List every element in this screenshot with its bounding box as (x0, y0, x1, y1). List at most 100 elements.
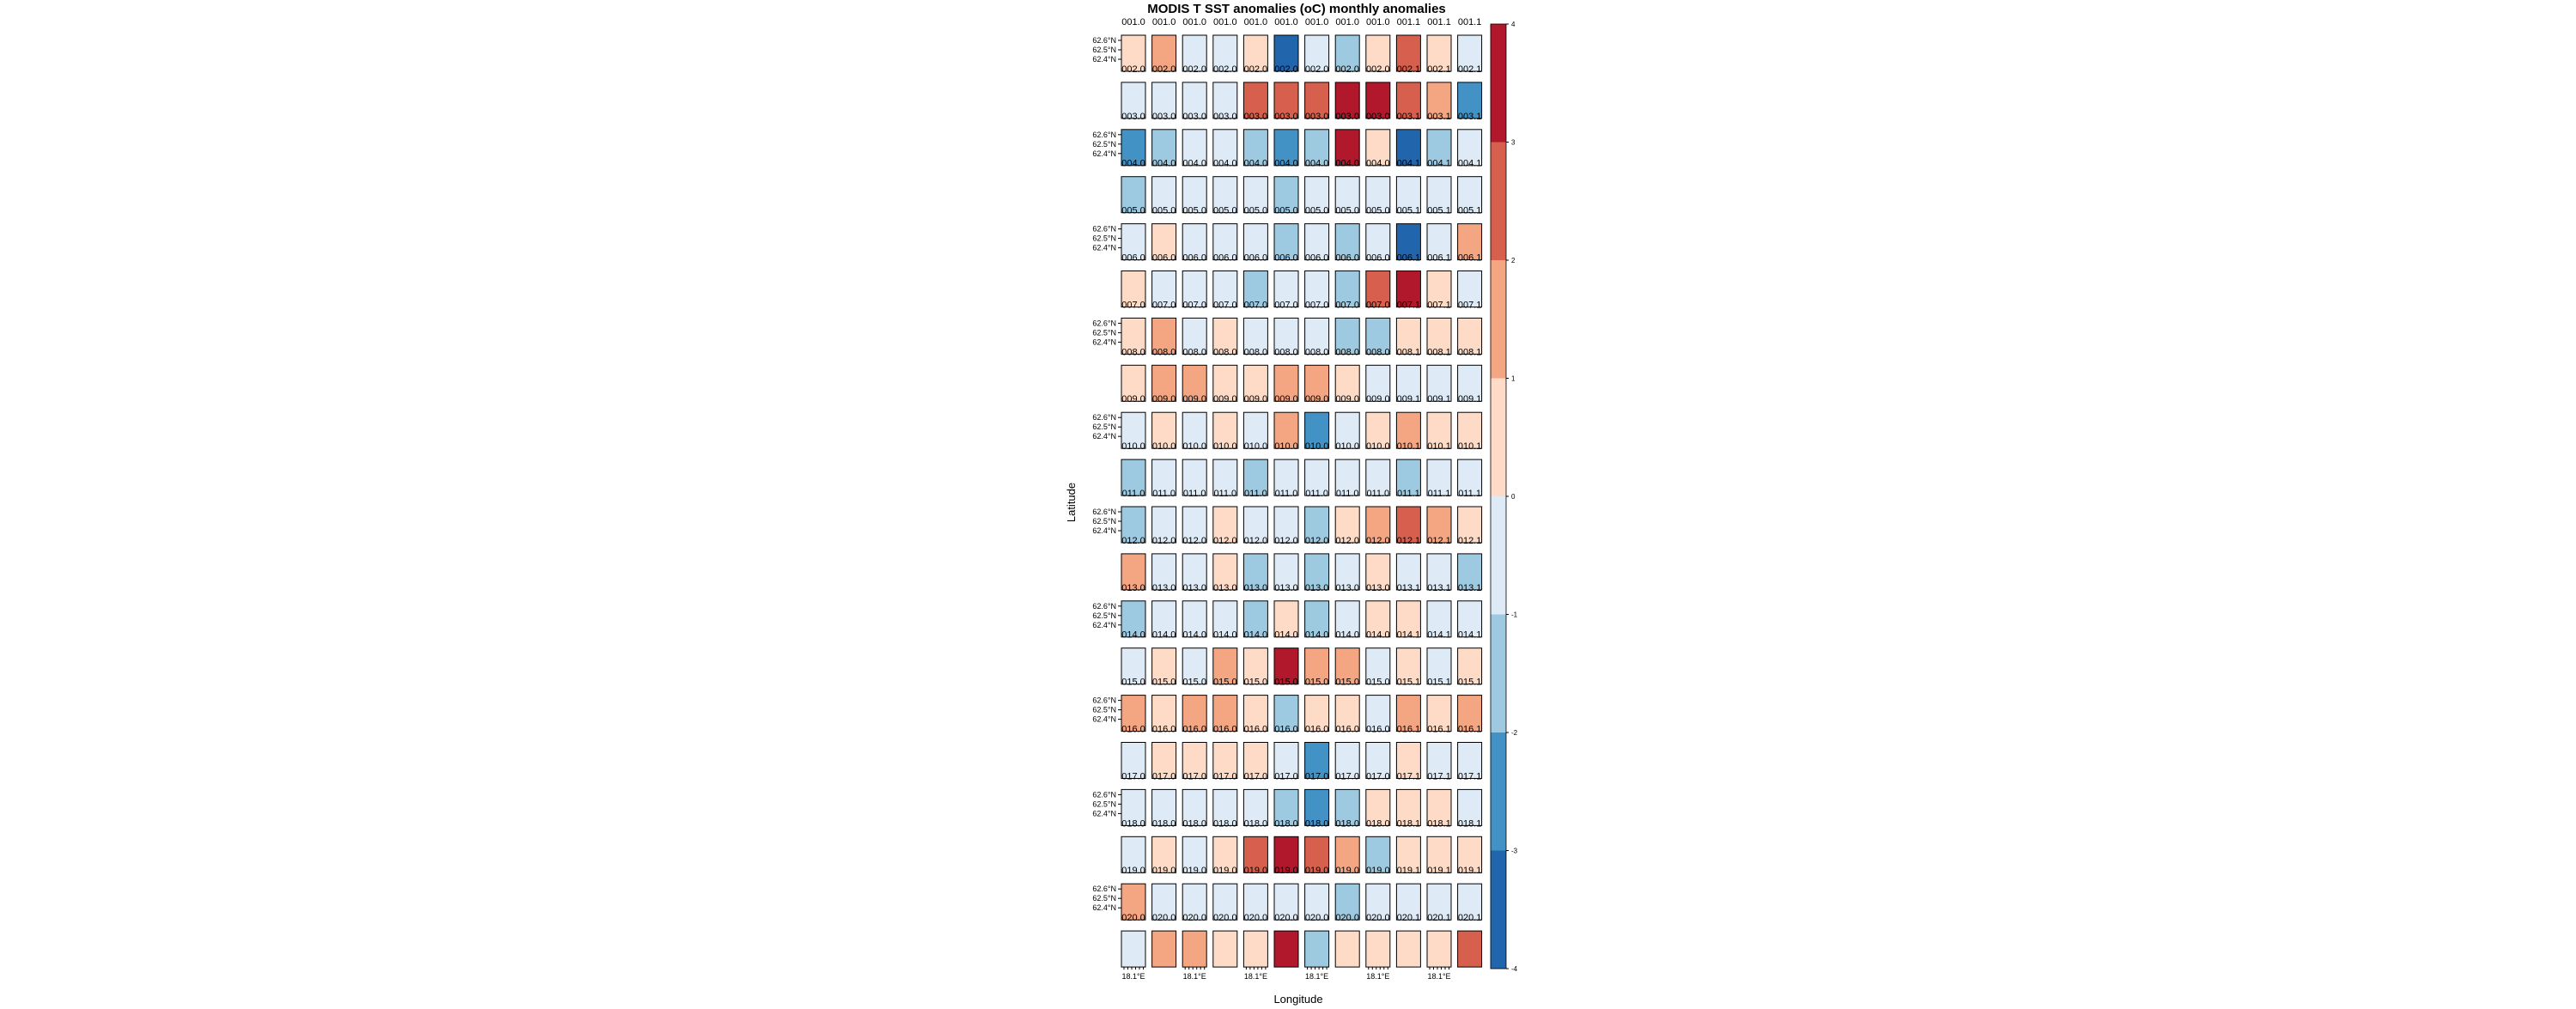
anomaly-panel-cell (1457, 600, 1483, 638)
panel-strip-label: 014.0 (1335, 630, 1359, 641)
anomaly-panel-cell (1212, 459, 1238, 496)
panel-strip-label: 012.0 (1213, 536, 1237, 546)
panel-strip-label: 015.0 (1121, 678, 1145, 688)
panel-strip-label: 005.0 (1274, 206, 1298, 216)
panel-strip-label: 018.0 (1182, 818, 1206, 829)
anomaly-panel-cell (1334, 364, 1360, 402)
anomaly-panel-cell (1182, 695, 1207, 732)
anomaly-panel-cell (1212, 176, 1238, 214)
anomaly-panel-cell (1426, 223, 1452, 261)
anomaly-panel-cell (1304, 695, 1330, 732)
panel-strip-label: 012.0 (1366, 536, 1390, 546)
colorbar-bin (1491, 142, 1506, 260)
anomaly-panel-cell (1304, 836, 1330, 873)
panel-strip-label: 008.0 (1121, 347, 1145, 357)
colorbar-bin (1491, 496, 1506, 615)
latitude-tick-label: 62.4°N (1092, 55, 1116, 64)
panel-strip-label: 014.0 (1274, 630, 1298, 641)
panel-strip-label: 014.0 (1152, 630, 1176, 641)
anomaly-panel-cell (1334, 742, 1360, 779)
panel-strip-label: 004.1 (1397, 159, 1421, 169)
anomaly-panel-cell (1212, 742, 1238, 779)
panel-strip-label: 007.1 (1397, 300, 1421, 310)
panel-strip-label: 002.1 (1397, 64, 1421, 75)
anomaly-panel-cell (1242, 223, 1268, 261)
latitude-tick-label: 62.6°N (1092, 36, 1116, 45)
panel-strip-label: 016.0 (1366, 725, 1390, 735)
panel-strip-label: 005.0 (1244, 206, 1268, 216)
anomaly-panel-cell (1395, 411, 1421, 449)
panel-strip-label: 017.1 (1397, 771, 1421, 781)
anomaly-panel-cell (1426, 34, 1452, 72)
anomaly-panel-cell (1151, 695, 1177, 732)
panel-strip-label: 020.0 (1305, 913, 1329, 923)
panel-strip-label: 005.1 (1397, 206, 1421, 216)
panel-strip-label: 008.1 (1458, 347, 1482, 357)
panel-strip-label: 003.0 (1335, 112, 1359, 122)
anomaly-panel-cell (1457, 176, 1483, 214)
anomaly-panel-cell (1395, 836, 1421, 873)
panel-strip-label: 005.1 (1427, 206, 1451, 216)
panel-strip-label: 014.1 (1427, 630, 1451, 641)
anomaly-panel-cell (1365, 129, 1391, 167)
anomaly-panel-cell (1426, 600, 1452, 638)
anomaly-panel-cell (1334, 553, 1360, 591)
panel-strip-label: 013.0 (1213, 583, 1237, 593)
panel-strip-label: 001.1 (1458, 17, 1482, 27)
panel-strip-label: 010.1 (1397, 441, 1421, 452)
anomaly-panel-cell (1121, 270, 1146, 307)
panel-strip-label: 001.0 (1244, 17, 1268, 27)
x-axis-label: Longitude (1273, 993, 1322, 1006)
anomaly-panel-cell (1365, 317, 1391, 355)
anomaly-panel-cell (1121, 223, 1146, 261)
panel-strip-label: 015.1 (1397, 678, 1421, 688)
panel-strip-label: 019.0 (1244, 866, 1268, 876)
anomaly-panel-cell (1273, 34, 1299, 72)
anomaly-panel-cell (1151, 506, 1177, 544)
colorbar-tick-label: 1 (1511, 375, 1516, 383)
panel-strip-label: 016.0 (1335, 725, 1359, 735)
panel-strip-label: 015.0 (1274, 678, 1298, 688)
latitude-tick-label: 62.6°N (1092, 131, 1116, 139)
panel-strip-label: 003.0 (1274, 112, 1298, 122)
anomaly-panel-cell (1395, 930, 1421, 968)
anomaly-panel-cell (1212, 317, 1238, 355)
panel-strip-label: 019.0 (1335, 866, 1359, 876)
anomaly-panel-cell (1304, 176, 1330, 214)
anomaly-panel-cell (1273, 788, 1299, 826)
panel-strip-label: 001.0 (1305, 17, 1329, 27)
colorbar-bin (1491, 614, 1506, 732)
panel-strip-label: 006.0 (1152, 253, 1176, 264)
panel-strip-label: 016.0 (1182, 725, 1206, 735)
panel-strip-label: 010.0 (1366, 441, 1390, 452)
longitude-tick-label: 18.1°E (1121, 972, 1145, 981)
anomaly-panel-cell (1304, 411, 1330, 449)
anomaly-panel-cell (1273, 742, 1299, 779)
panel-strip-label: 016.0 (1244, 725, 1268, 735)
latitude-tick-label: 62.6°N (1092, 319, 1116, 327)
panel-strip-label: 004.0 (1152, 159, 1176, 169)
panel-strip-label: 018.1 (1458, 818, 1482, 829)
panel-strip-label: 018.0 (1366, 818, 1390, 829)
panel-strip-label: 017.0 (1366, 771, 1390, 781)
anomaly-panel-cell (1304, 742, 1330, 779)
anomaly-panel-cell (1426, 506, 1452, 544)
panel-strip-label: 009.0 (1244, 394, 1268, 404)
panel-strip-label: 015.1 (1427, 678, 1451, 688)
panel-strip-label: 002.0 (1152, 64, 1176, 75)
panel-strip-label: 012.0 (1152, 536, 1176, 546)
panel-strip-label: 003.0 (1182, 112, 1206, 122)
anomaly-panel-cell (1151, 742, 1177, 779)
anomaly-panel-cell (1151, 364, 1177, 402)
anomaly-panel-cell (1121, 506, 1146, 544)
anomaly-panel-cell (1182, 742, 1207, 779)
anomaly-panel-cell (1426, 176, 1452, 214)
panel-strip-label: 019.0 (1274, 866, 1298, 876)
anomaly-panel-cell (1365, 836, 1391, 873)
anomaly-panel-cell (1182, 270, 1207, 307)
panel-strip-label: 009.1 (1427, 394, 1451, 404)
panel-strip-label: 012.0 (1244, 536, 1268, 546)
anomaly-panel-cell (1212, 647, 1238, 685)
panel-strip-label: 014.0 (1305, 630, 1329, 641)
anomaly-panel-cell (1395, 883, 1421, 921)
